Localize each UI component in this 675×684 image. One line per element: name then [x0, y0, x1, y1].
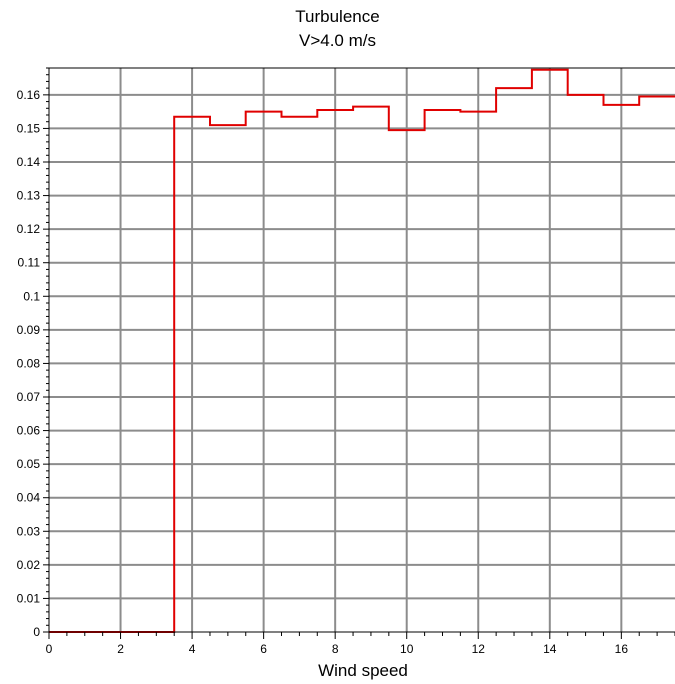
x-tick-label: 8 — [332, 642, 339, 656]
y-tick-label: 0.15 — [17, 121, 41, 135]
x-tick-label: 12 — [472, 642, 486, 656]
y-tick-label: 0.04 — [17, 491, 41, 505]
y-tick-label: 0.16 — [17, 88, 41, 102]
y-tick-label: 0.11 — [18, 256, 41, 270]
x-axis-ticks: 0 2 4 6 8 10 12 14 16 — [46, 632, 675, 656]
y-tick-label: 0.08 — [17, 356, 41, 370]
x-axis-label: Wind speed — [318, 661, 408, 680]
y-tick-label: 0.06 — [17, 424, 41, 438]
y-tick-label: 0.01 — [17, 591, 41, 605]
y-tick-label: 0.13 — [17, 189, 41, 203]
y-tick-label: 0.07 — [17, 390, 41, 404]
x-tick-label: 2 — [117, 642, 124, 656]
turbulence-step-line — [49, 68, 675, 633]
y-tick-label: 0.14 — [17, 155, 41, 169]
chart-title: Turbulence — [295, 7, 380, 26]
y-tick-label: 0.09 — [17, 323, 41, 337]
y-tick-label: 0 — [33, 625, 40, 639]
grid — [49, 68, 675, 632]
series-layer — [49, 68, 675, 633]
y-tick-label: 0.03 — [17, 524, 41, 538]
y-tick-label: 0.05 — [17, 457, 41, 471]
x-tick-label: 10 — [400, 642, 414, 656]
x-tick-label: 0 — [46, 642, 53, 656]
plot-frame — [48, 67, 675, 633]
x-tick-label: 4 — [189, 642, 196, 656]
x-tick-label: 16 — [615, 642, 629, 656]
y-tick-label: 0.02 — [17, 558, 41, 572]
y-tick-label: 0.12 — [17, 222, 41, 236]
y-axis-ticks: 0 0.01 0.02 0.03 0.04 0.05 0.06 0.07 0.08 0.09 0.1… — [17, 67, 49, 639]
x-tick-label: 6 — [260, 642, 267, 656]
y-tick-label: 0.1 — [23, 289, 40, 303]
x-tick-label: 14 — [543, 642, 557, 656]
chart-subtitle: V>4.0 m/s — [298, 31, 376, 50]
